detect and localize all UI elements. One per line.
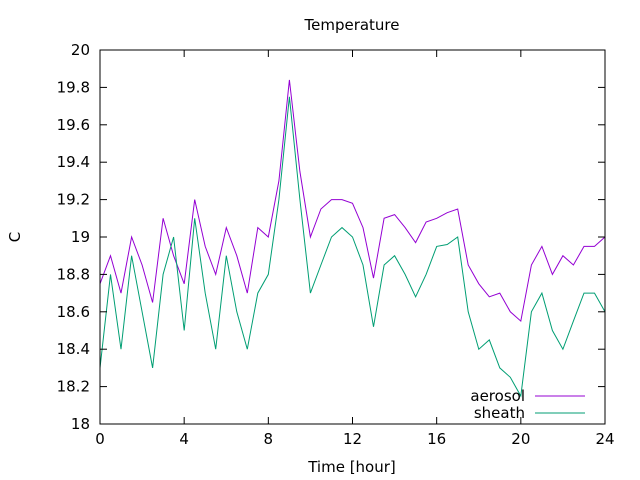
x-tick-label: 8 [264, 430, 274, 448]
x-tick-label: 4 [179, 430, 189, 448]
series-line-aerosol [99, 79, 606, 323]
axes-layer: 18 18.2 18.4 18.6 18.8 19 19.2 19.4 19.6 19.8 20 0 4… [57, 41, 615, 448]
y-tick-label: 18.8 [57, 265, 90, 283]
legend-label-sheath: sheath [474, 404, 525, 422]
y-axis-label: C [6, 232, 24, 242]
x-tick-label: 20 [511, 430, 530, 448]
y-tick-label: 19 [71, 228, 90, 246]
x-tick-label: 24 [595, 430, 614, 448]
y-tick-label: 20 [71, 41, 90, 59]
y-tick-label: 18.6 [57, 303, 90, 321]
x-tick-label: 16 [427, 430, 446, 448]
chart-title: Temperature [303, 16, 399, 34]
x-tick-label: 0 [95, 430, 105, 448]
series-line-sheath [99, 96, 606, 398]
y-tick-label: 19.6 [57, 116, 90, 134]
y-tick-label: 18.2 [57, 378, 90, 396]
legend-label-aerosol: aerosol [470, 387, 525, 405]
series-layer [99, 79, 606, 398]
x-tick-label: 12 [343, 430, 362, 448]
y-tick-label: 19.8 [57, 78, 90, 96]
y-tick-label: 19.4 [57, 153, 90, 171]
y-tick-label: 18.4 [57, 340, 90, 358]
y-tick-label: 19.2 [57, 191, 90, 209]
y-tick-label: 18 [71, 415, 90, 433]
x-axis-label: Time [hour] [307, 458, 396, 476]
